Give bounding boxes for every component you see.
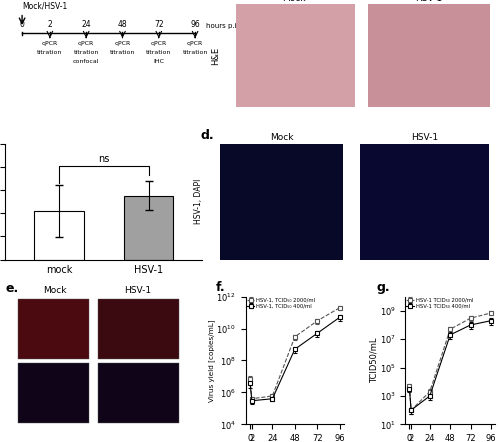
Bar xyxy=(236,4,355,107)
Text: f.: f. xyxy=(216,281,226,294)
Bar xyxy=(98,363,179,423)
Text: titration: titration xyxy=(110,50,135,55)
Text: 96: 96 xyxy=(190,20,200,30)
Legend: HSV-1, TCID₅₀ 2000/ml, HSV-1, TCID₅₀ 400/ml: HSV-1, TCID₅₀ 2000/ml, HSV-1, TCID₅₀ 400… xyxy=(246,297,315,309)
Text: titration: titration xyxy=(74,50,99,55)
Text: HSV-1: HSV-1 xyxy=(412,133,438,142)
Text: a.: a. xyxy=(5,0,18,4)
Bar xyxy=(18,299,90,359)
Text: g.: g. xyxy=(376,281,390,294)
Text: Mock/HSV-1: Mock/HSV-1 xyxy=(22,2,68,11)
Bar xyxy=(34,211,84,259)
Bar xyxy=(98,299,179,359)
Text: 2: 2 xyxy=(48,20,52,30)
Bar xyxy=(360,144,490,259)
Text: qPCR: qPCR xyxy=(78,41,94,46)
Text: Mock: Mock xyxy=(282,0,306,4)
Y-axis label: TCID50/mL: TCID50/mL xyxy=(369,338,378,383)
Text: 72: 72 xyxy=(154,20,164,30)
Text: H&E: H&E xyxy=(211,46,220,65)
Text: 24: 24 xyxy=(82,20,91,30)
Text: e.: e. xyxy=(5,282,18,295)
Text: qPCR: qPCR xyxy=(187,41,203,46)
Text: ns: ns xyxy=(98,154,110,164)
Text: HSV-1, DAPI: HSV-1, DAPI xyxy=(194,179,203,224)
Text: HSV-1: HSV-1 xyxy=(124,286,151,295)
Text: HSV-1: HSV-1 xyxy=(416,0,442,4)
Text: titration: titration xyxy=(37,50,62,55)
Text: hours p.i.: hours p.i. xyxy=(206,23,238,30)
Bar xyxy=(220,144,344,259)
Text: confocal: confocal xyxy=(73,59,100,64)
Text: d.: d. xyxy=(200,130,214,142)
Text: HSV-1, f-Actin, DAPI: HSV-1, f-Actin, DAPI xyxy=(12,326,18,395)
Text: IHC: IHC xyxy=(154,59,164,64)
Text: qPCR: qPCR xyxy=(42,41,58,46)
Bar xyxy=(18,363,90,423)
Y-axis label: Virus yield [copies/mL]: Virus yield [copies/mL] xyxy=(208,319,214,402)
Text: qPCR: qPCR xyxy=(150,41,167,46)
Text: 0: 0 xyxy=(20,20,24,30)
Bar xyxy=(368,4,490,107)
Text: b.: b. xyxy=(218,0,231,4)
Text: Mock: Mock xyxy=(44,286,67,295)
Text: titration: titration xyxy=(182,50,208,55)
Text: Mock: Mock xyxy=(270,133,293,142)
Text: qPCR: qPCR xyxy=(114,41,130,46)
Text: titration: titration xyxy=(146,50,172,55)
Legend: HSV-1 TCID₅₀ 2000/ml, HSV-1 TCID₅₀ 400/ml: HSV-1 TCID₅₀ 2000/ml, HSV-1 TCID₅₀ 400/m… xyxy=(406,297,474,309)
Bar xyxy=(124,195,174,259)
Text: 48: 48 xyxy=(118,20,128,30)
